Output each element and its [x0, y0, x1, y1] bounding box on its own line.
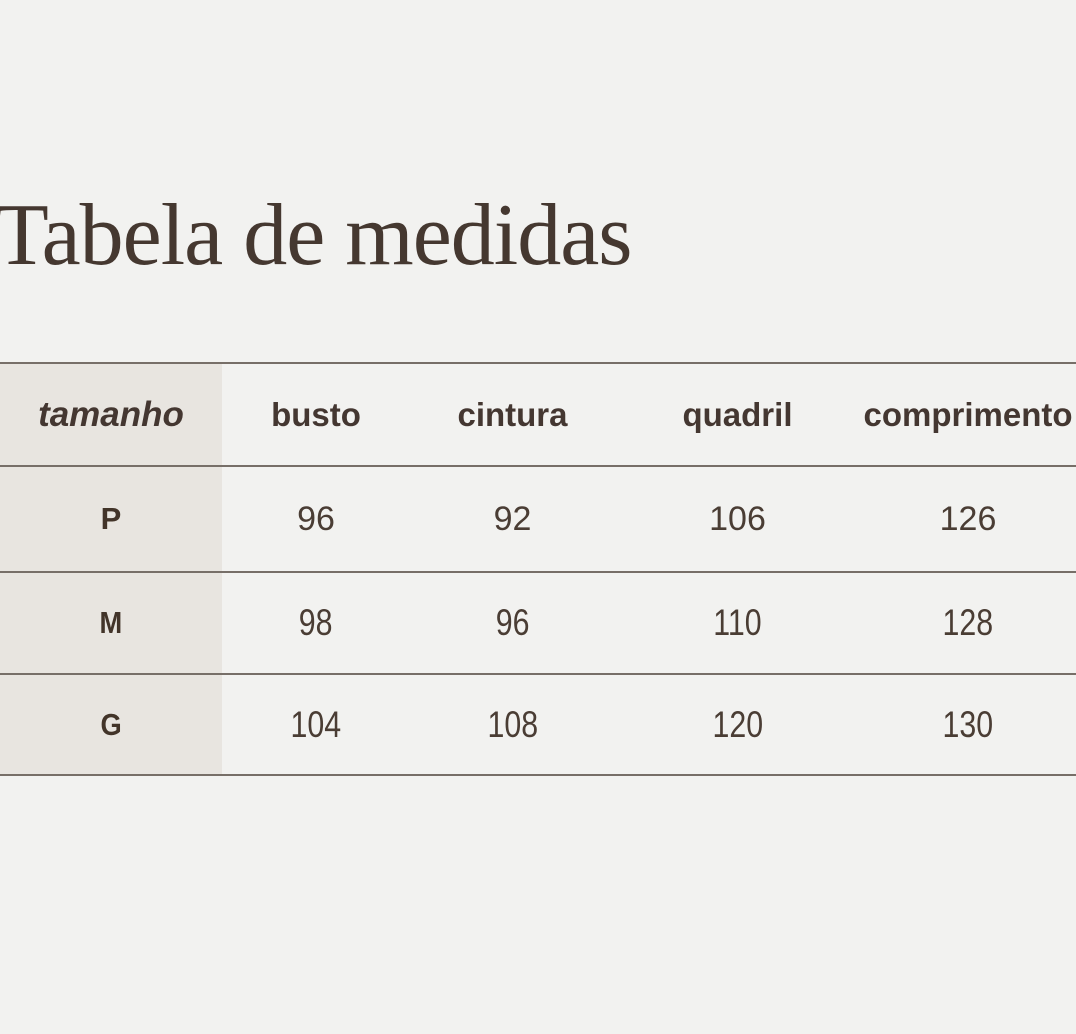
value-p-busto: 96 — [297, 499, 335, 538]
size-label-p: P — [100, 501, 122, 536]
header-cell-comprimento: comprimento — [860, 364, 1076, 465]
value-p-cintura: 92 — [493, 499, 532, 538]
value-m-busto: 98 — [299, 602, 333, 643]
value-m-comprimento: 128 — [942, 602, 994, 643]
page-title: Tabela de medidas — [0, 187, 633, 284]
table-row-m: M 98 96 110 128 — [0, 573, 1076, 675]
cell-p-quadril: 106 — [615, 467, 860, 571]
cell-size-p: P — [0, 467, 222, 571]
header-cell-quadril: quadril — [615, 364, 860, 465]
size-label-m: M — [99, 605, 123, 640]
value-m-cintura: 96 — [495, 602, 530, 643]
column-header-cintura: cintura — [457, 395, 568, 433]
cell-g-cintura: 108 — [410, 675, 615, 774]
column-header-tamanho: tamanho — [38, 394, 184, 434]
header-cell-busto: busto — [222, 364, 410, 465]
cell-g-busto: 104 — [222, 675, 410, 774]
cell-m-cintura: 96 — [410, 573, 615, 673]
column-header-busto: busto — [271, 395, 361, 433]
table-header-row: tamanho busto cintura quadril compriment… — [0, 364, 1076, 467]
header-cell-cintura: cintura — [410, 364, 615, 465]
value-g-busto: 104 — [290, 703, 342, 745]
cell-p-cintura: 92 — [410, 467, 615, 571]
value-p-comprimento: 126 — [939, 499, 997, 538]
value-g-quadril: 120 — [712, 703, 763, 745]
cell-m-quadril: 110 — [615, 573, 860, 673]
header-cell-tamanho: tamanho — [0, 364, 222, 465]
column-header-comprimento: comprimento — [863, 395, 1073, 433]
size-label-g: G — [100, 706, 122, 742]
column-header-quadril: quadril — [682, 395, 793, 433]
cell-p-comprimento: 126 — [860, 467, 1076, 571]
value-m-quadril: 110 — [713, 602, 762, 643]
cell-m-comprimento: 128 — [860, 573, 1076, 673]
cell-size-m: M — [0, 573, 222, 673]
cell-m-busto: 98 — [222, 573, 410, 673]
value-g-comprimento: 130 — [942, 703, 994, 745]
value-g-cintura: 108 — [487, 703, 538, 745]
cell-g-comprimento: 130 — [860, 675, 1076, 774]
cell-p-busto: 96 — [222, 467, 410, 571]
cell-g-quadril: 120 — [615, 675, 860, 774]
table-row-p: P 96 92 106 126 — [0, 467, 1076, 573]
table-row-g: G 104 108 120 130 — [0, 675, 1076, 776]
measurements-table: tamanho busto cintura quadril compriment… — [0, 362, 1076, 776]
value-p-quadril: 106 — [709, 499, 766, 538]
cell-size-g: G — [0, 675, 222, 774]
